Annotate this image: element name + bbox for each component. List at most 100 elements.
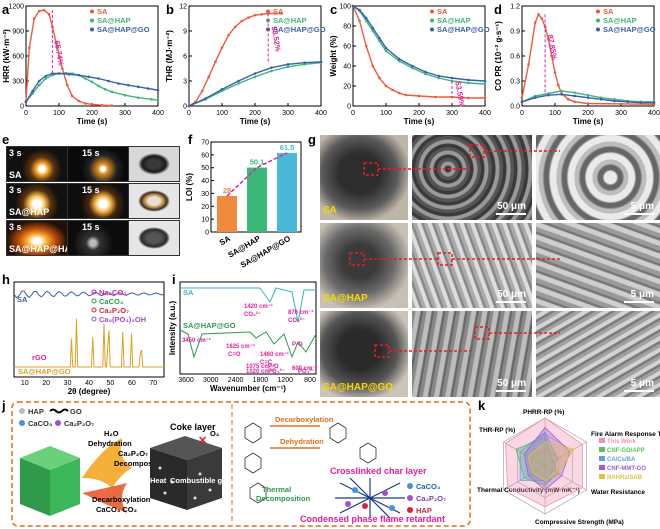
data-point	[540, 17, 544, 20]
legend-label: SA@HAP	[437, 16, 471, 25]
ca2p2o7-label: Ca₂P₂O₇	[118, 449, 148, 458]
data-point	[187, 104, 191, 108]
data-point	[303, 61, 306, 64]
data-point	[424, 70, 427, 74]
sem-low-sa: 50 μm	[412, 135, 532, 220]
data-point	[156, 88, 160, 92]
flame-test-photos: 3 s SA 15 s 3 s SA@HAP 15 s 3 s SA@HAP@H…	[6, 146, 186, 256]
data-point	[28, 46, 31, 49]
legend-caco3: CaCO₃	[28, 419, 53, 428]
time-label: 15 s	[82, 148, 100, 158]
ftir-trace-composite	[179, 329, 317, 359]
peak-label: 1020 cm⁻¹	[246, 368, 275, 375]
peak-label: 600 cm⁻¹	[292, 365, 318, 372]
chart-ftir: 3600 3000 2400 1800 1200 800 Wavenumber (cm⁻¹)…	[168, 281, 318, 393]
data-point	[483, 96, 487, 100]
y-tick-label: 6	[183, 54, 187, 61]
caco3-legend-dot	[19, 420, 25, 426]
y-axis-label: LOI (%)	[185, 173, 194, 201]
time-label: 3 s	[9, 148, 22, 158]
sample-label: SA@HAP@HAP	[9, 244, 67, 254]
data-point	[37, 83, 41, 87]
peak-label: C=C	[260, 360, 273, 366]
scale-label: 5 μm	[630, 289, 654, 300]
caco3-dot	[407, 483, 413, 489]
data-point	[358, 19, 361, 23]
chart-copr: 0 100 200 300 400 0.0 0.3 0.6 0.9 1.2 Time (s) CO P…	[494, 4, 660, 127]
x-tick-label: 200	[249, 110, 261, 117]
flame-icon	[82, 438, 132, 488]
x-axis-label: 2θ (degree)	[68, 387, 111, 396]
trend-line	[226, 152, 288, 197]
increase-label: 53.59%	[453, 81, 466, 108]
panel-label-j: j	[2, 398, 6, 413]
data-point	[573, 91, 577, 94]
data-point	[97, 77, 100, 80]
data-point	[404, 93, 408, 97]
time-label: 3 s	[9, 185, 22, 195]
hap-label: HAP	[416, 506, 432, 515]
coke-left	[150, 448, 187, 510]
data-point	[32, 17, 36, 20]
y-tick-label: 60	[201, 152, 209, 159]
data-point	[557, 83, 560, 87]
data-point	[253, 13, 257, 17]
plot-frame	[179, 281, 317, 375]
legend-label: Ca₂P₂O₇	[99, 306, 129, 315]
data-point	[200, 89, 204, 93]
data-point	[537, 13, 540, 16]
sem-high-sahapgo: 5 μm	[536, 311, 660, 397]
data-point	[37, 79, 41, 83]
data-point	[483, 79, 487, 83]
dehydration-label: Dehydration	[88, 439, 132, 448]
y-tick-label: 40	[343, 64, 351, 71]
x-tick-label: 60	[128, 380, 136, 387]
x-tick-label: 10	[21, 380, 29, 387]
data-point	[364, 44, 368, 48]
legend-label: Ca₅(PO₄)₃OH	[99, 315, 146, 324]
data-point	[270, 69, 273, 73]
x-axis-label: Time (s)	[404, 117, 435, 126]
data-point	[586, 102, 590, 105]
data-point	[467, 78, 470, 82]
char-network	[335, 477, 405, 519]
heat-label: Heat	[150, 476, 167, 485]
series-line-sa	[25, 9, 112, 107]
scale-bar	[624, 301, 654, 303]
x-axis-label: Time (s)	[240, 117, 271, 126]
data-point	[527, 63, 530, 66]
coke-layer-label: Coke layer	[170, 422, 216, 432]
legend-label: CaCO₃	[99, 297, 124, 306]
y-tick-label: 0.6	[510, 54, 520, 61]
x-tick-label: 0	[351, 110, 355, 117]
legend-label: SA@HAP	[603, 16, 637, 25]
reduction-label: 87.85%	[546, 34, 559, 61]
x-tick-label: 30	[64, 380, 72, 387]
legend-label: SA@HAP@GO	[603, 25, 656, 34]
data-point	[397, 91, 401, 95]
x-tick-label: 200	[413, 110, 425, 117]
series-line-sa	[352, 5, 485, 99]
radar-axis-label: PHRR-RP (%)	[523, 409, 564, 416]
data-point	[378, 76, 381, 80]
data-point	[652, 101, 656, 104]
y-tick-label: 20	[201, 204, 209, 211]
sample-label: SA	[9, 170, 22, 180]
data-point	[136, 85, 140, 89]
x-tick-label: 1800	[253, 377, 269, 384]
y-tick-label: 30	[201, 191, 209, 198]
x-axis-label: Time (s)	[573, 117, 604, 126]
legend-ca2p2o7: Ca₂P₂O₇	[64, 419, 94, 428]
data-point	[270, 66, 273, 69]
chart-weight: 0 100 200 300 400 0 20 40 60 80 100 Time (s) Weight …	[329, 4, 491, 127]
panel-label-a: a	[2, 2, 10, 17]
data-point	[411, 64, 414, 68]
x-tick-label: 200	[582, 110, 594, 117]
time-label: 3 s	[9, 222, 22, 232]
x-tick-label: 3600	[178, 377, 194, 384]
x-tick-label: 100	[216, 110, 228, 117]
photo-sahap-15s: 15 s	[67, 183, 129, 219]
data-point	[227, 33, 230, 37]
legend-marker	[91, 289, 97, 295]
data-point	[351, 4, 355, 8]
